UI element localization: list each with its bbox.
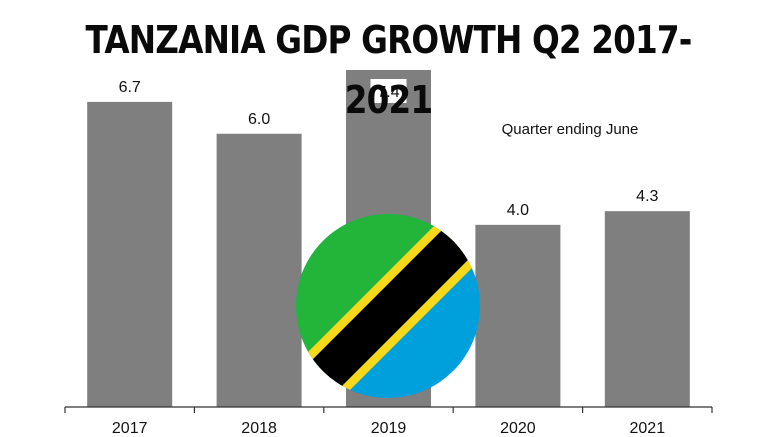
data-label-2019: 7.4 xyxy=(377,84,399,101)
x-tick-label-2018: 2018 xyxy=(241,420,277,437)
x-tick-label-2021: 2021 xyxy=(630,420,666,437)
tanzania-flag-icon xyxy=(296,214,480,398)
x-tick-label-2017: 2017 xyxy=(112,420,148,437)
bar-2021 xyxy=(604,211,690,407)
x-tick-label-2019: 2019 xyxy=(371,420,407,437)
bar-2020 xyxy=(475,224,561,407)
annotation-quarter: Quarter ending June xyxy=(502,121,639,138)
data-label-bg-2019 xyxy=(370,79,407,103)
data-label-2021: 4.3 xyxy=(636,188,658,205)
bar-2017 xyxy=(87,101,173,407)
chart-title: TANZANIA GDP GROWTH Q2 2017-2021 xyxy=(85,18,692,122)
data-label-2017: 6.7 xyxy=(119,79,141,96)
x-tick-label-2020: 2020 xyxy=(500,420,536,437)
data-label-2018: 6.0 xyxy=(248,111,270,128)
data-label-2020: 4.0 xyxy=(507,202,529,219)
bar-2018 xyxy=(216,133,302,407)
